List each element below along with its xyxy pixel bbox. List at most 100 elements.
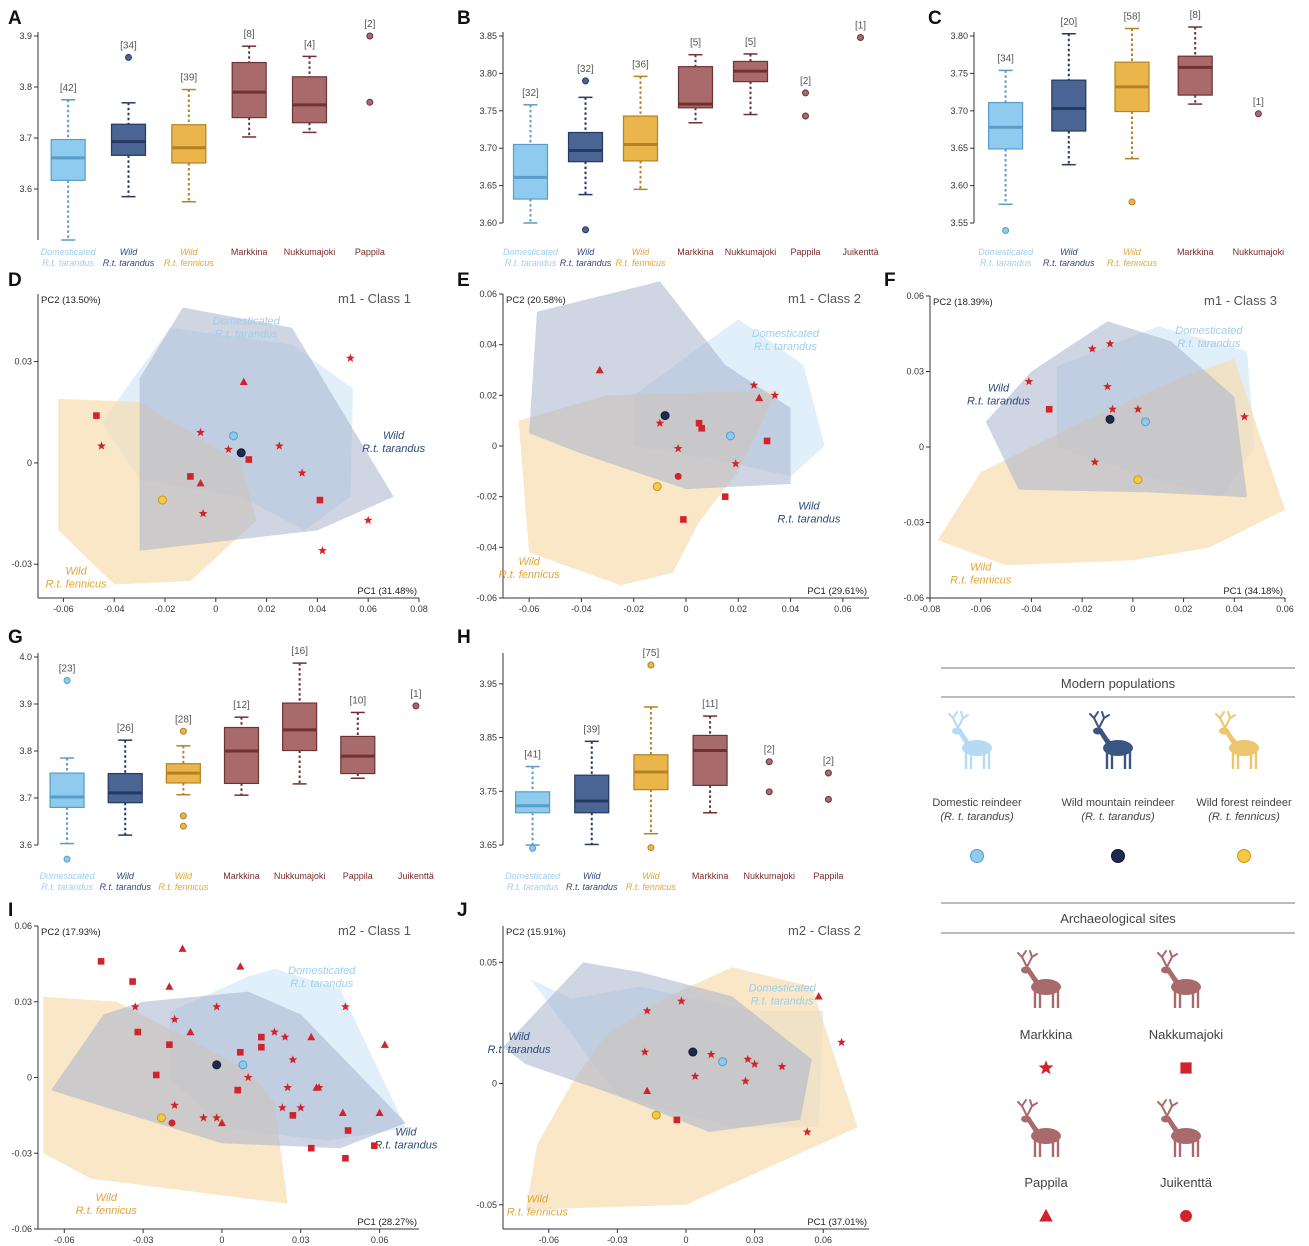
deer-leg	[1173, 991, 1177, 1008]
deer-head	[1161, 966, 1171, 974]
markkina-point	[1090, 457, 1100, 466]
hull-label-wfen: R.t. fennicus	[499, 569, 561, 581]
y-tick-label: -0.06	[11, 1224, 32, 1234]
group-label: Markkina	[692, 871, 729, 881]
box-iqr	[49, 772, 85, 809]
site-markkina-label: Markkina	[1020, 1027, 1074, 1042]
sample-count: [58]	[1124, 12, 1141, 23]
markkina-point	[283, 1083, 292, 1092]
group-label: Wild	[180, 247, 198, 257]
x-tick-label: -0.06	[538, 1235, 559, 1245]
panel-letter: A	[8, 8, 22, 29]
y-axis-label: PC2 (20.58%)	[506, 295, 566, 306]
markkina-point	[318, 546, 327, 555]
x-tick-label: -0.02	[1072, 604, 1093, 614]
box-mar: [5] Markkina	[677, 38, 714, 257]
panel-title: m1 - Class 1	[338, 291, 411, 306]
pappila-point	[595, 365, 604, 374]
mean-wild-tarandus	[660, 411, 670, 421]
reindeer-icon	[1215, 711, 1259, 769]
markkina-point	[1038, 1060, 1054, 1075]
mean-wild-fennicus	[652, 482, 662, 492]
x-axis-label: PC1 (34.18%)	[1223, 586, 1283, 597]
group-label: R.t. tarandus	[42, 258, 94, 268]
group-label: Wild	[175, 871, 193, 881]
deer-leg	[982, 752, 986, 769]
deer-antlers	[1157, 950, 1178, 968]
outlier-point	[582, 226, 589, 234]
deer-leg	[1033, 1140, 1037, 1157]
nakkumajoki-point	[166, 1041, 173, 1048]
pappila-point	[186, 1027, 195, 1036]
group-label: R.t. fennicus	[1107, 258, 1158, 268]
nakkumajoki-point	[698, 424, 705, 432]
pca-panel-i: I -0.06 -0.03 0 0.03 0.06 -0.06 -0.03 0 0.03 0.06 P…	[8, 900, 438, 1245]
deer-head	[1161, 1115, 1171, 1123]
markkina-point	[198, 509, 208, 518]
box-jui: [1] Juikenttä	[398, 689, 434, 881]
deer-leg	[1173, 1140, 1177, 1157]
group-label: Juikenttä	[398, 871, 434, 881]
box-iqr	[1051, 79, 1087, 132]
markkina-point	[170, 1100, 179, 1109]
y-axis-label: PC2 (15.91%)	[506, 927, 566, 938]
sample-count: [26]	[117, 723, 134, 734]
outlier-point	[582, 77, 589, 85]
hull-label-wtar: R.t. tarandus	[362, 443, 425, 455]
deer-leg	[1196, 1140, 1200, 1157]
markkina-point	[1108, 404, 1117, 413]
markkina-point	[270, 1027, 279, 1036]
nakkumajoki-point	[1045, 405, 1053, 413]
deer-leg	[1191, 1140, 1195, 1157]
hull-label-wfen: R.t. fennicus	[950, 574, 1012, 586]
deer-leg	[964, 752, 968, 769]
markkina-point	[1240, 412, 1249, 421]
y-tick-label: 0.06	[14, 921, 32, 931]
hull-label-wtar: R.t. tarandus	[374, 1140, 437, 1152]
archaeological-sites-heading: Archaeological sites	[1060, 911, 1176, 926]
sample-count: [75]	[643, 648, 660, 659]
deer-antlers	[1215, 711, 1236, 729]
sample-count: [4]	[304, 39, 315, 50]
y-tick-label: 3.80	[950, 31, 968, 41]
wild-fennicus-marker	[1237, 849, 1251, 863]
outlier-point	[179, 822, 187, 830]
group-label: Nukkumajoki	[743, 871, 795, 881]
hull-label-dom: R.t. tarandus	[751, 995, 814, 1007]
deer-head	[1093, 727, 1103, 735]
reindeer-icon	[1157, 1099, 1201, 1157]
markkina-point	[655, 418, 665, 427]
hull-label-wtar: Wild	[395, 1127, 417, 1139]
nakkumajoki-point	[289, 1112, 297, 1119]
mean-wild-tarandus	[236, 448, 246, 458]
markkina-point	[770, 390, 780, 400]
box-iqr	[50, 138, 86, 181]
deer-leg	[1196, 991, 1200, 1008]
nakkumajoki-point	[721, 493, 729, 500]
y-tick-label: -0.05	[476, 1200, 497, 1210]
y-tick-label: 0.05	[479, 957, 497, 967]
y-tick-label: 0.06	[479, 289, 497, 299]
y-tick-label: 0	[27, 458, 32, 468]
y-tick-label: 3.75	[479, 786, 497, 796]
group-label: Wild	[1060, 247, 1078, 257]
panel-letter: D	[8, 270, 22, 291]
mean-wild-fennicus	[157, 495, 167, 505]
site-juikentta-label: Juikenttä	[1160, 1175, 1213, 1190]
box-pap: [10] Pappila	[340, 695, 376, 881]
sample-count: [36]	[632, 59, 649, 70]
group-label: R.t. fennicus	[626, 882, 677, 892]
hull-label-wfen: Wild	[96, 1192, 118, 1204]
y-tick-label: 3.70	[950, 106, 968, 116]
nakkumajoki-point	[316, 496, 324, 504]
y-tick-label: 3.65	[950, 143, 968, 153]
pappila-point	[1039, 1208, 1053, 1222]
y-tick-label: 3.9	[19, 699, 32, 709]
deer-leg	[1231, 752, 1235, 769]
x-tick-label: -0.08	[920, 604, 941, 614]
x-tick-label: 0.06	[359, 604, 377, 614]
